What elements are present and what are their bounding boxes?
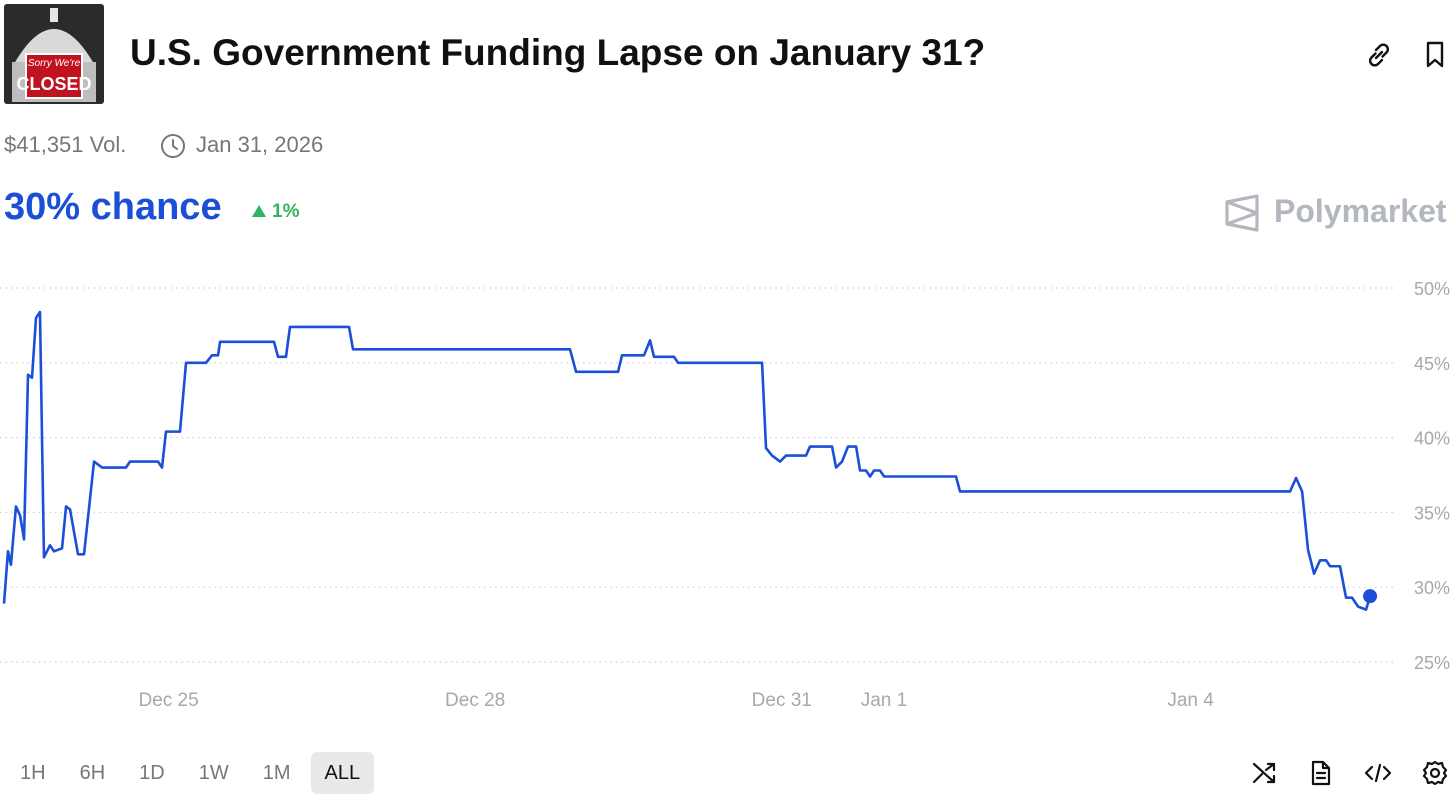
x-tick-label: Jan 4 [1167, 690, 1214, 711]
brand: Polymarket [1274, 193, 1447, 229]
market-image: Sorry We're CLOSED [4, 4, 104, 104]
up-arrow [252, 205, 266, 217]
chance: 30% chance [4, 186, 222, 228]
change: 1% [272, 201, 300, 222]
range-button[interactable]: 1H [20, 762, 46, 784]
y-tick-label: 45% [1414, 354, 1450, 374]
y-tick-label: 30% [1414, 578, 1450, 598]
x-tick-label: Jan 1 [861, 690, 907, 711]
link-icon[interactable] [1364, 40, 1394, 70]
range-selector: 1H 6H 1D 1W 1M ALL [0, 752, 380, 794]
y-tick-label: 50% [1414, 279, 1450, 299]
rules-icon[interactable] [1311, 760, 1331, 786]
clock-icon [161, 134, 185, 158]
x-tick-label: Dec 28 [445, 690, 505, 711]
price-line [2, 310, 1372, 611]
settings-icon[interactable] [1422, 760, 1448, 786]
embed-icon[interactable] [1364, 763, 1392, 783]
y-tick-label: 40% [1414, 429, 1450, 449]
brand-logo [1225, 194, 1259, 232]
x-tick-label: Dec 25 [138, 690, 198, 711]
volume: $41,351 Vol. [4, 132, 127, 157]
chart: 25% 30% 35% 40% 45% 50% Dec 25 Dec 28 Dec 31 Jan … [0, 279, 1450, 711]
range-button[interactable]: 1D [139, 762, 165, 784]
range-button[interactable]: ALL [310, 752, 375, 794]
market-title: U.S. Government Funding Lapse on January… [130, 32, 986, 73]
sign-top: Sorry We're [28, 58, 81, 69]
end-date: Jan 31, 2026 [196, 132, 324, 157]
current-point [1363, 589, 1378, 604]
y-tick-label: 35% [1414, 503, 1450, 523]
x-tick-label: Dec 31 [752, 690, 812, 711]
y-tick-label: 25% [1414, 653, 1450, 673]
range-button[interactable]: 1W [198, 762, 229, 784]
bookmark-icon[interactable] [1424, 40, 1448, 70]
range-button[interactable]: 6H [79, 762, 106, 784]
toolbar [1252, 760, 1448, 786]
sign-main: CLOSED [16, 74, 91, 94]
range-button[interactable]: 1M [262, 762, 291, 784]
shuffle-icon[interactable] [1252, 762, 1276, 784]
